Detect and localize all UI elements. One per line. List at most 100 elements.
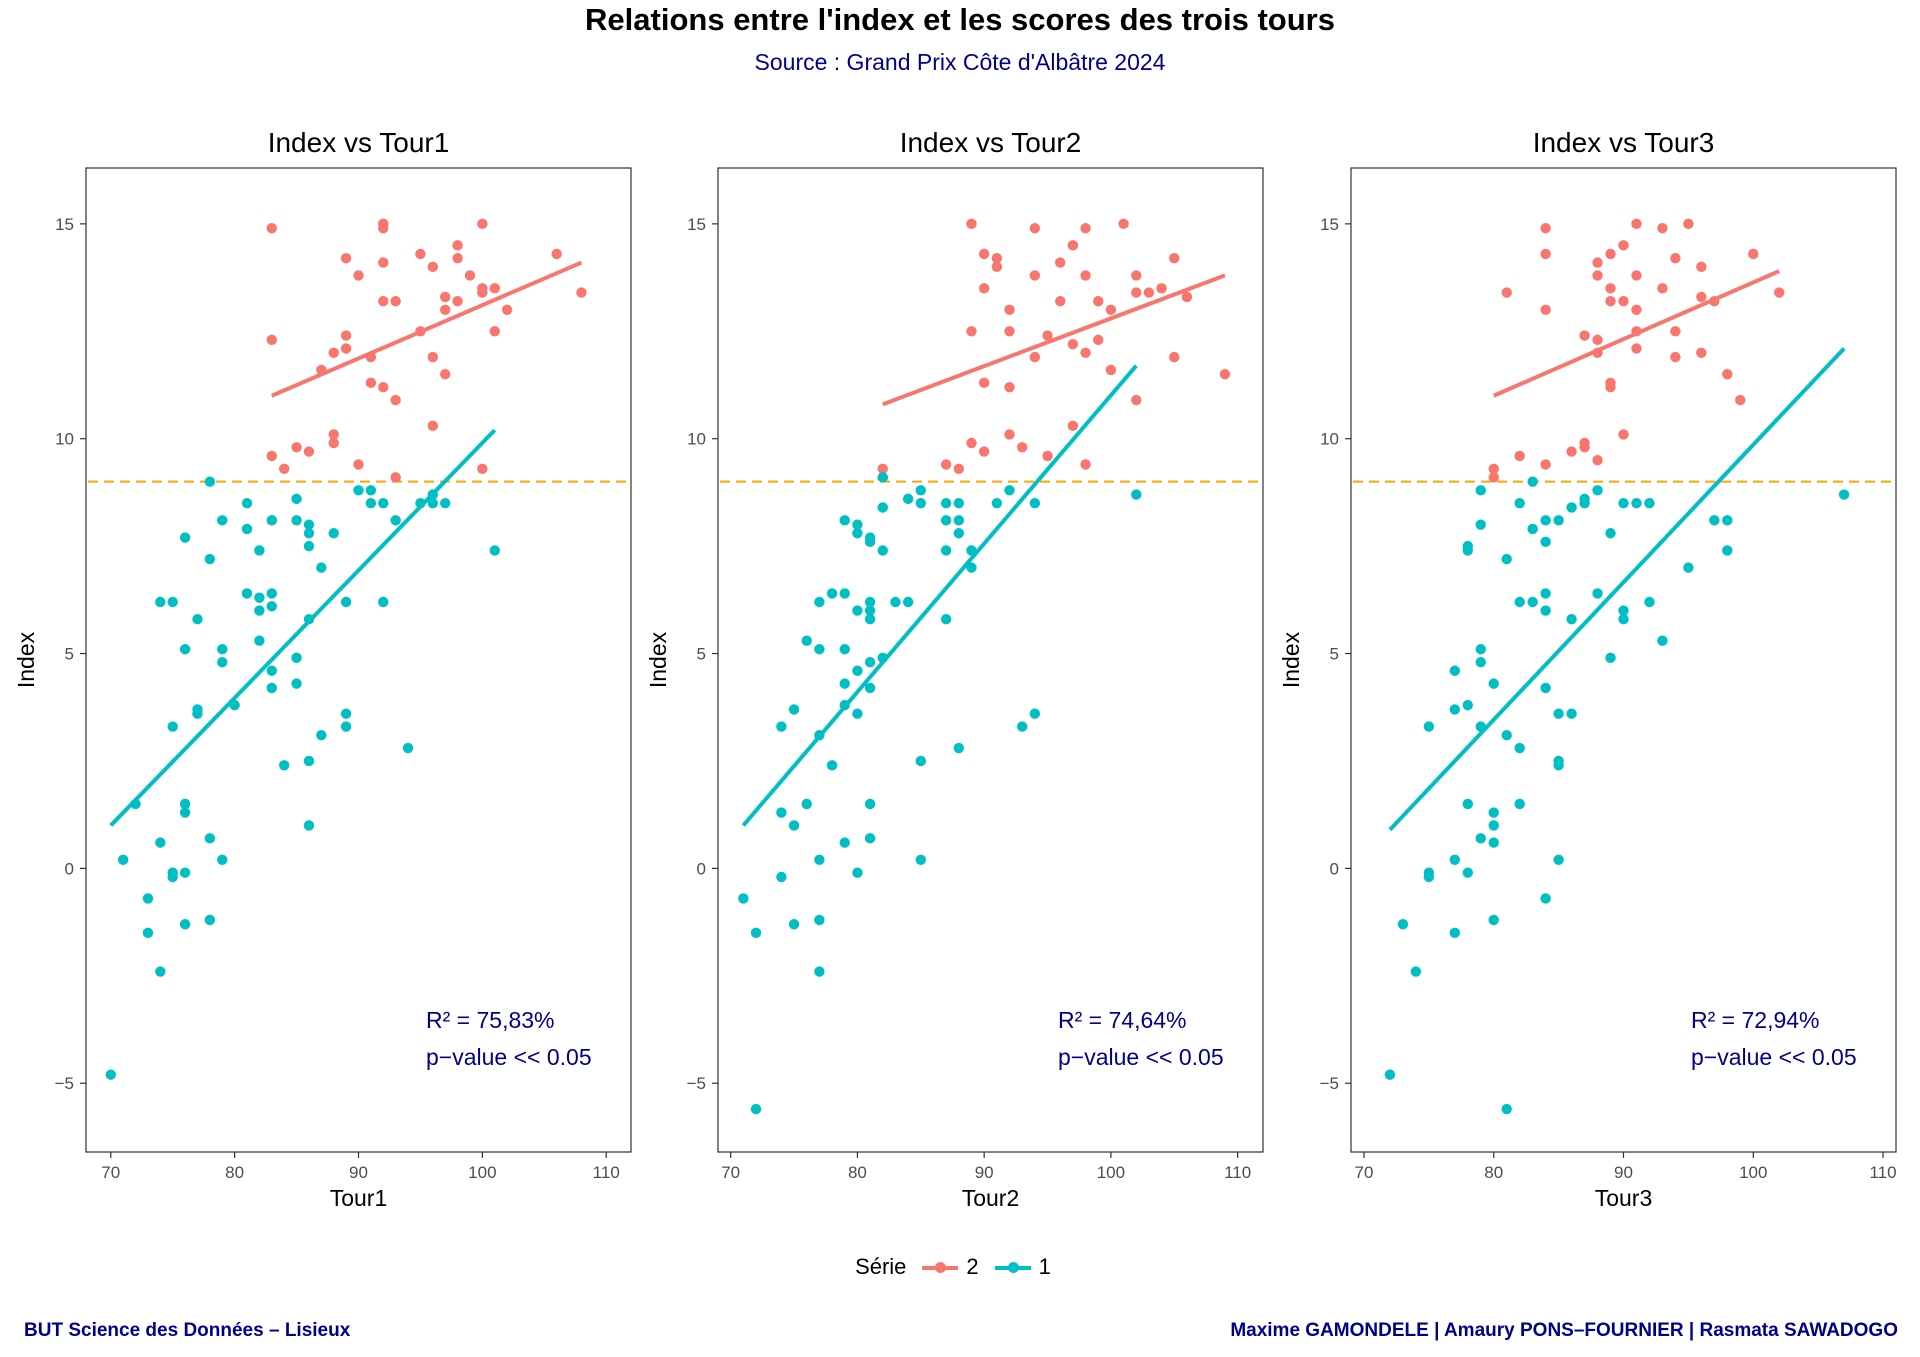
y-tick-label-tour2--5: −5 xyxy=(687,1074,706,1093)
point-tour1-serie2-25 xyxy=(415,248,426,260)
point-tour3-serie1-59 xyxy=(1631,497,1642,509)
point-tour2-serie1-25 xyxy=(852,519,863,530)
point-tour2-serie1-61 xyxy=(991,497,1003,509)
point-tour1-serie1-65 xyxy=(402,742,414,754)
point-tour1-serie1-28 xyxy=(217,854,228,866)
point-tour2-serie1-57 xyxy=(953,528,965,539)
point-tour2-serie2-37 xyxy=(1131,270,1142,281)
point-tour1-serie2-44 xyxy=(551,248,562,260)
point-tour2-serie1-56 xyxy=(953,515,965,526)
point-tour3-serie1-29 xyxy=(1514,497,1525,509)
point-tour3-serie1-65 xyxy=(1722,515,1733,526)
point-tour3-serie1-8 xyxy=(1449,854,1461,866)
point-tour2-serie1-11 xyxy=(814,596,825,608)
point-tour2-serie1-30 xyxy=(852,867,863,878)
point-tour3-serie1-66 xyxy=(1722,545,1733,556)
point-tour3-serie2-38 xyxy=(1696,347,1707,358)
point-tour1-serie2-24 xyxy=(390,472,401,483)
point-tour3-serie1-32 xyxy=(1514,798,1525,810)
point-tour2-serie1-49 xyxy=(915,755,926,767)
point-tour1-serie1-43 xyxy=(291,493,302,505)
point-tour2-serie2-45 xyxy=(1219,369,1231,380)
legend-title: Série xyxy=(855,1254,907,1279)
point-tour1-serie2-14 xyxy=(353,459,364,470)
point-tour1-serie1-15 xyxy=(179,807,191,818)
point-tour3-serie2-37 xyxy=(1696,291,1707,303)
y-axis-label-tour3: Index xyxy=(1278,631,1304,688)
point-tour1-serie1-3 xyxy=(142,893,154,904)
point-tour2-serie1-9 xyxy=(801,635,812,646)
point-tour1-serie1-23 xyxy=(204,833,216,844)
point-tour2-serie1-20 xyxy=(839,588,850,599)
point-tour2-serie2-36 xyxy=(1118,218,1129,230)
point-tour3-serie2-1 xyxy=(1488,472,1499,483)
x-tick-label-tour2-80: 80 xyxy=(848,1163,867,1182)
point-tour2-serie2-40 xyxy=(1143,287,1155,298)
point-tour3-serie1-67 xyxy=(1838,489,1850,500)
point-tour3-serie1-62 xyxy=(1657,635,1668,646)
y-tick-label-tour1-15: 15 xyxy=(55,215,74,234)
point-tour1-serie2-3 xyxy=(278,463,290,474)
x-tick-label-tour2-90: 90 xyxy=(975,1163,994,1182)
y-tick-label-tour3-15: 15 xyxy=(1320,215,1339,234)
point-tour2-serie1-66 xyxy=(1131,489,1142,500)
point-tour3-serie2-43 xyxy=(1774,287,1785,298)
point-tour1-serie1-48 xyxy=(303,528,315,539)
point-tour2-serie1-16 xyxy=(814,966,825,977)
point-tour2-serie2-12 xyxy=(991,261,1003,273)
point-tour3-serie1-61 xyxy=(1644,596,1655,608)
point-tour3-serie2-3 xyxy=(1514,450,1525,462)
point-tour3-serie2-26 xyxy=(1631,270,1642,281)
point-tour3-serie2-36 xyxy=(1696,261,1707,273)
annotation-pvalue-tour2: p−value << 0.05 xyxy=(1058,1044,1224,1070)
point-tour1-serie2-10 xyxy=(340,343,352,354)
point-tour3-serie1-13 xyxy=(1462,798,1473,810)
point-tour2-serie2-44 xyxy=(1181,291,1193,303)
point-tour1-serie2-21 xyxy=(378,381,389,393)
point-tour2-serie2-9 xyxy=(978,377,990,389)
point-tour1-serie2-28 xyxy=(427,351,439,363)
point-tour1-serie1-11 xyxy=(167,871,178,883)
point-tour3-serie1-26 xyxy=(1501,553,1512,565)
point-tour1-serie1-59 xyxy=(353,485,364,496)
point-tour2-serie1-46 xyxy=(902,596,914,608)
point-tour2-serie2-27 xyxy=(1067,420,1079,432)
point-tour3-serie2-31 xyxy=(1657,283,1668,294)
point-tour3-serie2-33 xyxy=(1670,326,1681,337)
fit-line-tour2-serie2 xyxy=(882,273,1226,407)
point-tour1-serie2-43 xyxy=(501,304,513,315)
point-tour3-serie1-35 xyxy=(1527,596,1538,608)
point-tour1-serie1-9 xyxy=(167,721,178,732)
point-tour1-serie1-61 xyxy=(365,497,377,509)
caption-left: BUT Science des Données – Lisieux xyxy=(24,1320,351,1341)
point-tour2-serie1-0 xyxy=(738,893,749,904)
panel-tour2: Index vs Tour2 70 80 90 100 110 −5 0 5 10 15 Tour2 I… xyxy=(645,127,1264,1211)
point-tour3-serie1-11 xyxy=(1462,545,1473,556)
point-tour1-serie2-27 xyxy=(427,261,439,273)
point-tour1-serie2-2 xyxy=(266,450,277,462)
y-tick-label-tour3-0: 0 xyxy=(1330,859,1339,878)
point-tour3-serie1-54 xyxy=(1605,528,1616,539)
point-tour3-serie1-53 xyxy=(1592,588,1603,599)
point-tour1-serie1-62 xyxy=(378,497,389,509)
point-tour1-serie1-44 xyxy=(291,515,302,526)
point-tour1-serie1-14 xyxy=(179,798,191,810)
point-tour2-serie1-17 xyxy=(826,588,838,599)
point-tour1-serie2-1 xyxy=(266,334,277,346)
point-tour2-serie1-50 xyxy=(915,854,926,866)
y-axis-label-tour2: Index xyxy=(645,631,671,688)
point-tour3-serie2-14 xyxy=(1592,334,1603,346)
point-tour1-serie2-15 xyxy=(365,377,377,389)
y-tick-label-tour3-10: 10 xyxy=(1320,430,1339,449)
point-tour3-serie2-22 xyxy=(1618,240,1629,251)
point-tour3-serie1-37 xyxy=(1540,536,1551,548)
point-tour3-serie1-27 xyxy=(1501,729,1512,741)
point-tour1-serie1-55 xyxy=(328,528,339,539)
point-tour1-serie1-32 xyxy=(241,588,253,599)
point-tour1-serie2-7 xyxy=(328,429,339,440)
point-tour2-serie2-21 xyxy=(1042,330,1053,341)
x-axis-label-tour3: Tour3 xyxy=(1595,1185,1653,1211)
point-tour2-serie1-15 xyxy=(814,914,825,926)
legend-key-serie-1 xyxy=(993,1256,1033,1278)
point-tour1-serie1-57 xyxy=(340,708,352,719)
